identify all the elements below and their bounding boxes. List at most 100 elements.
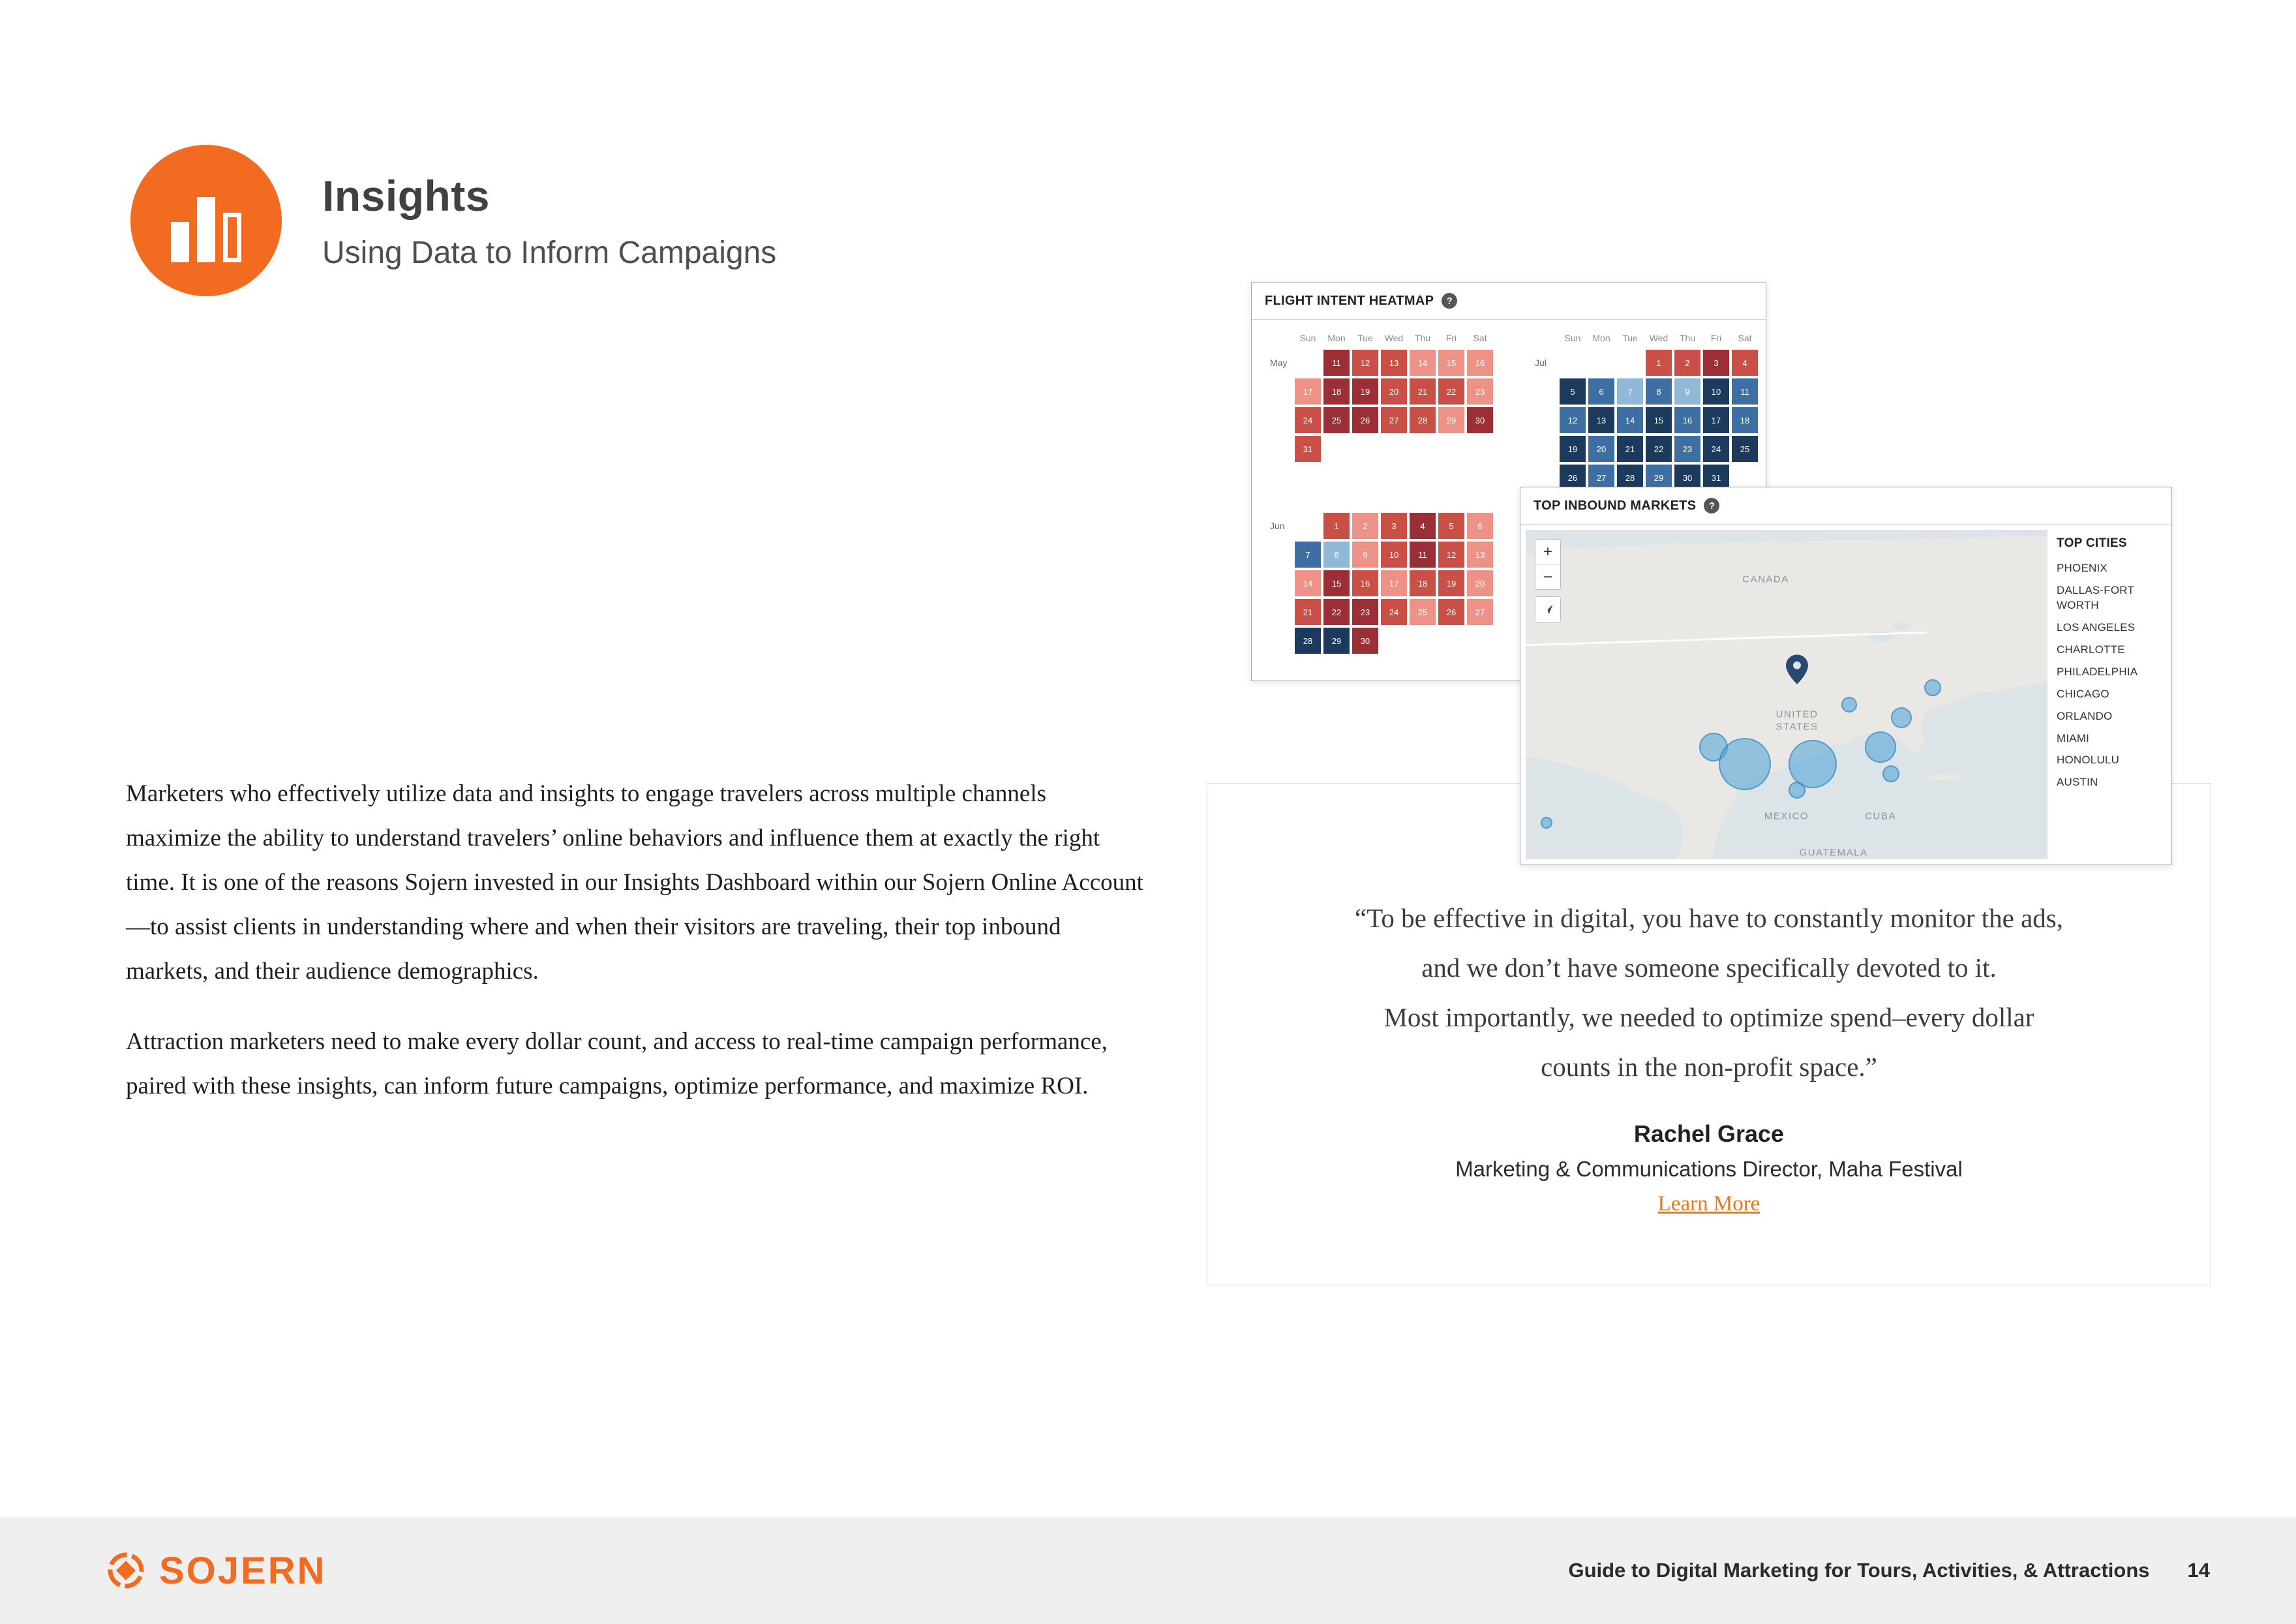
heatmap-day-cell[interactable]: 24 <box>1703 436 1729 462</box>
heatmap-day-cell[interactable]: 5 <box>1560 378 1586 405</box>
heatmap-day-cell[interactable]: 21 <box>1617 436 1643 462</box>
help-icon[interactable]: ? <box>1442 293 1458 309</box>
heatmap-day-cell[interactable]: 6 <box>1467 513 1493 539</box>
heatmap-day-cell[interactable]: 23 <box>1467 378 1493 405</box>
heatmap-day-cell <box>1295 513 1321 539</box>
inbound-markets-map[interactable]: + − CANADA UNITED STATES MEXICO CUBA GUATEMA… <box>1526 530 2047 859</box>
heatmap-day-cell[interactable]: 31 <box>1703 465 1729 491</box>
heatmap-day-cell[interactable]: 14 <box>1295 570 1321 596</box>
heatmap-day-cell[interactable]: 24 <box>1295 407 1321 433</box>
paragraph-1: Marketers who effectively utilize data a… <box>126 780 1143 985</box>
heatmap-day-cell[interactable]: 22 <box>1646 436 1672 462</box>
help-icon[interactable]: ? <box>1704 498 1720 513</box>
market-bubble-philadelphia <box>1924 679 1941 697</box>
heatmap-day-cell[interactable]: 31 <box>1295 436 1321 462</box>
heatmap-day-cell[interactable]: 9 <box>1674 378 1700 405</box>
heatmap-day-cell[interactable]: 12 <box>1352 350 1378 376</box>
heatmap-day-cell[interactable]: 26 <box>1560 465 1586 491</box>
heatmap-day-cell[interactable]: 19 <box>1352 378 1378 405</box>
heatmap-day-cell[interactable]: 19 <box>1560 436 1586 462</box>
heatmap-day-cell[interactable]: 23 <box>1674 436 1700 462</box>
heatmap-day-cell[interactable]: 10 <box>1703 378 1729 405</box>
heatmap-day-cell[interactable]: 10 <box>1381 542 1407 568</box>
heatmap-day-cell[interactable]: 16 <box>1352 570 1378 596</box>
heatmap-day-cell[interactable]: 30 <box>1467 407 1493 433</box>
heatmap-day-cell[interactable]: 14 <box>1617 407 1643 433</box>
heatmap-day-cell[interactable]: 7 <box>1617 378 1643 405</box>
heatmap-day-cell[interactable]: 13 <box>1467 542 1493 568</box>
heatmap-day-cell[interactable]: 23 <box>1352 599 1378 625</box>
heatmap-day-cell[interactable]: 8 <box>1646 378 1672 405</box>
heatmap-day-cell[interactable]: 15 <box>1323 570 1350 596</box>
heatmap-day-cell[interactable]: 21 <box>1295 599 1321 625</box>
heatmap-day-cell[interactable]: 29 <box>1323 628 1350 654</box>
page-number: 14 <box>2187 1559 2210 1582</box>
heatmap-day-cell[interactable]: 3 <box>1381 513 1407 539</box>
zoom-in-button[interactable]: + <box>1535 540 1560 564</box>
heatmap-day-cell[interactable]: 22 <box>1438 378 1464 405</box>
heatmap-day-cell[interactable]: 28 <box>1410 407 1436 433</box>
heatmap-day-cell[interactable]: 15 <box>1438 350 1464 376</box>
heatmap-day-cell[interactable]: 25 <box>1323 407 1350 433</box>
heatmap-day-cell[interactable]: 9 <box>1352 542 1378 568</box>
heatmap-day-cell[interactable]: 27 <box>1381 407 1407 433</box>
heatmap-day-cell[interactable]: 19 <box>1438 570 1464 596</box>
heatmap-day-cell[interactable]: 6 <box>1588 378 1614 405</box>
heatmap-day-cell[interactable]: 12 <box>1438 542 1464 568</box>
heatmap-day-cell[interactable]: 8 <box>1323 542 1350 568</box>
heatmap-day-cell[interactable]: 28 <box>1617 465 1643 491</box>
heatmap-day-cell[interactable]: 1 <box>1646 350 1672 376</box>
heatmap-day-cell[interactable]: 5 <box>1438 513 1464 539</box>
body-copy: Marketers who effectively utilize data a… <box>126 772 1143 1109</box>
heatmap-day-cell[interactable]: 15 <box>1646 407 1672 433</box>
heatmap-day-cell[interactable]: 24 <box>1381 599 1407 625</box>
heatmap-day-cell[interactable]: 17 <box>1703 407 1729 433</box>
heatmap-day-cell[interactable]: 25 <box>1410 599 1436 625</box>
heatmap-day-cell[interactable]: 27 <box>1588 465 1614 491</box>
heatmap-day-cell[interactable]: 30 <box>1674 465 1700 491</box>
testimonial-card: “To be effective in digital, you have to… <box>1207 783 2211 1285</box>
learn-more-link[interactable]: Learn More <box>1657 1192 1760 1216</box>
heatmap-day-cell[interactable]: 17 <box>1295 378 1321 405</box>
zoom-out-button[interactable]: − <box>1535 564 1560 589</box>
day-of-week-header: Tue <box>1357 333 1373 343</box>
heatmap-day-cell[interactable]: 20 <box>1588 436 1614 462</box>
heatmap-day-cell[interactable]: 21 <box>1410 378 1436 405</box>
month-label: May <box>1270 358 1288 368</box>
heatmap-day-cell[interactable]: 20 <box>1381 378 1407 405</box>
heatmap-day-cell[interactable]: 18 <box>1323 378 1350 405</box>
locate-button[interactable] <box>1535 597 1560 622</box>
heatmap-day-cell[interactable]: 11 <box>1410 542 1436 568</box>
heatmap-day-cell[interactable]: 22 <box>1323 599 1350 625</box>
heatmap-day-cell[interactable]: 18 <box>1732 407 1758 433</box>
heatmap-day-cell[interactable]: 26 <box>1438 599 1464 625</box>
heatmap-day-cell[interactable]: 27 <box>1467 599 1493 625</box>
heatmap-day-cell[interactable]: 11 <box>1323 350 1350 376</box>
map-panel-title: TOP INBOUND MARKETS <box>1533 498 1697 513</box>
heatmap-day-cell[interactable]: 13 <box>1588 407 1614 433</box>
heatmap-day-cell[interactable]: 11 <box>1732 378 1758 405</box>
quote-text: “To be effective in digital, you have to… <box>1355 903 2063 1082</box>
heatmap-day-cell[interactable]: 16 <box>1467 350 1493 376</box>
heatmap-day-cell[interactable]: 14 <box>1410 350 1436 376</box>
heatmap-day-cell[interactable]: 18 <box>1410 570 1436 596</box>
heatmap-day-cell[interactable]: 16 <box>1674 407 1700 433</box>
heatmap-day-cell[interactable]: 1 <box>1323 513 1350 539</box>
heatmap-day-cell[interactable]: 3 <box>1703 350 1729 376</box>
heatmap-day-cell[interactable]: 28 <box>1295 628 1321 654</box>
heatmap-day-cell[interactable]: 2 <box>1352 513 1378 539</box>
heatmap-day-cell[interactable]: 17 <box>1381 570 1407 596</box>
heatmap-day-cell[interactable]: 2 <box>1674 350 1700 376</box>
heatmap-day-cell[interactable]: 29 <box>1646 465 1672 491</box>
heatmap-day-cell[interactable]: 25 <box>1732 436 1758 462</box>
heatmap-day-cell[interactable]: 29 <box>1438 407 1464 433</box>
day-of-week-header: Fri <box>1710 333 1722 343</box>
heatmap-day-cell[interactable]: 12 <box>1560 407 1586 433</box>
heatmap-day-cell[interactable]: 13 <box>1381 350 1407 376</box>
heatmap-day-cell[interactable]: 4 <box>1410 513 1436 539</box>
heatmap-day-cell[interactable]: 26 <box>1352 407 1378 433</box>
heatmap-day-cell[interactable]: 4 <box>1732 350 1758 376</box>
heatmap-day-cell[interactable]: 30 <box>1352 628 1378 654</box>
heatmap-day-cell[interactable]: 20 <box>1467 570 1493 596</box>
heatmap-day-cell[interactable]: 7 <box>1295 542 1321 568</box>
